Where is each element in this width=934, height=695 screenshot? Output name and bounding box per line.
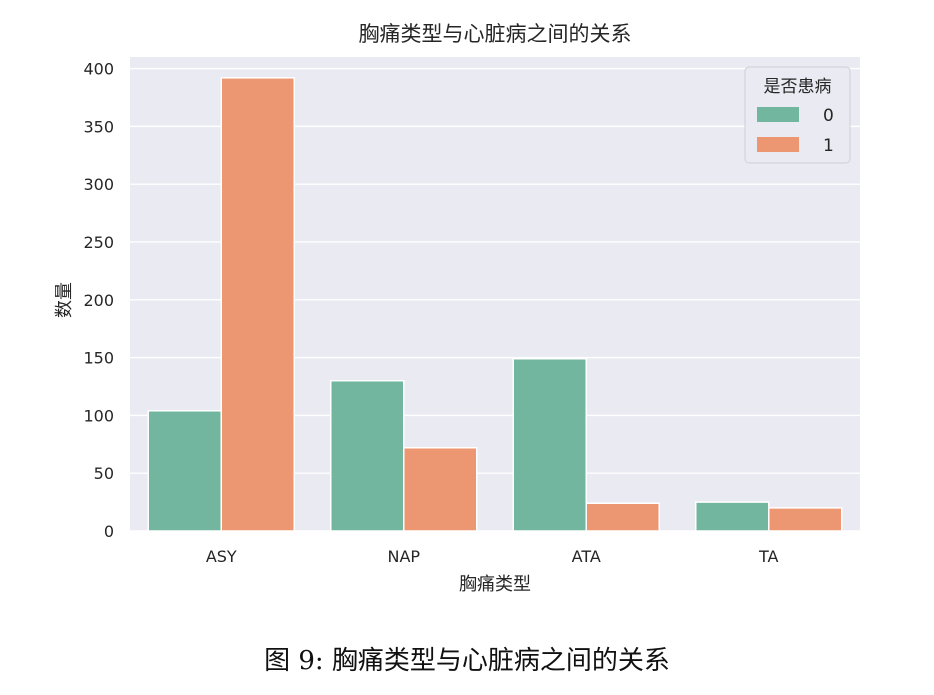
bar-chart: 胸痛类型与心脏病之间的关系 0 50 100 150 200 250 300 350 400 AS… <box>54 22 860 595</box>
bar-ta-series-0 <box>695 501 770 532</box>
legend: 是否患病 0 1 <box>744 66 851 164</box>
y-tick-label: 300 <box>83 175 114 194</box>
y-tick-label: 150 <box>83 349 114 368</box>
x-axis-label: 胸痛类型 <box>459 574 531 595</box>
y-tick-label: 250 <box>83 233 114 252</box>
x-tick-label: TA <box>758 547 779 566</box>
y-tick-label: 0 <box>104 522 114 541</box>
x-tick-label: ASY <box>206 547 237 566</box>
bar-asy-series-1 <box>220 77 295 532</box>
legend-swatch-0 <box>757 107 799 122</box>
y-axis-label: 数量 <box>54 282 75 318</box>
y-tick-label: 100 <box>83 406 114 425</box>
bar-ta-series-1 <box>768 507 843 532</box>
plot-area: 0 50 100 150 200 250 300 350 400 ASY NAP ATA TA <box>83 57 860 566</box>
bar-ata-series-1 <box>585 502 660 532</box>
bar-asy-series-0 <box>147 410 222 532</box>
y-tick-label: 400 <box>83 60 114 79</box>
bar-nap-series-1 <box>403 447 478 532</box>
x-tick-label: NAP <box>387 547 420 566</box>
bar-ata-series-0 <box>512 357 587 532</box>
legend-label-0: 0 <box>823 106 834 126</box>
chart-title: 胸痛类型与心脏病之间的关系 <box>359 22 632 46</box>
x-tick-label: ATA <box>572 547 601 566</box>
legend-swatch-1 <box>757 137 799 152</box>
y-tick-label: 350 <box>83 117 114 136</box>
bar-nap-series-0 <box>330 379 405 532</box>
y-tick-label: 200 <box>83 291 114 310</box>
y-tick-label: 50 <box>94 464 114 483</box>
legend-label-1: 1 <box>823 136 834 156</box>
figure-caption: 图 9: 胸痛类型与心脏病之间的关系 <box>264 646 670 676</box>
legend-title: 是否患病 <box>764 77 832 97</box>
